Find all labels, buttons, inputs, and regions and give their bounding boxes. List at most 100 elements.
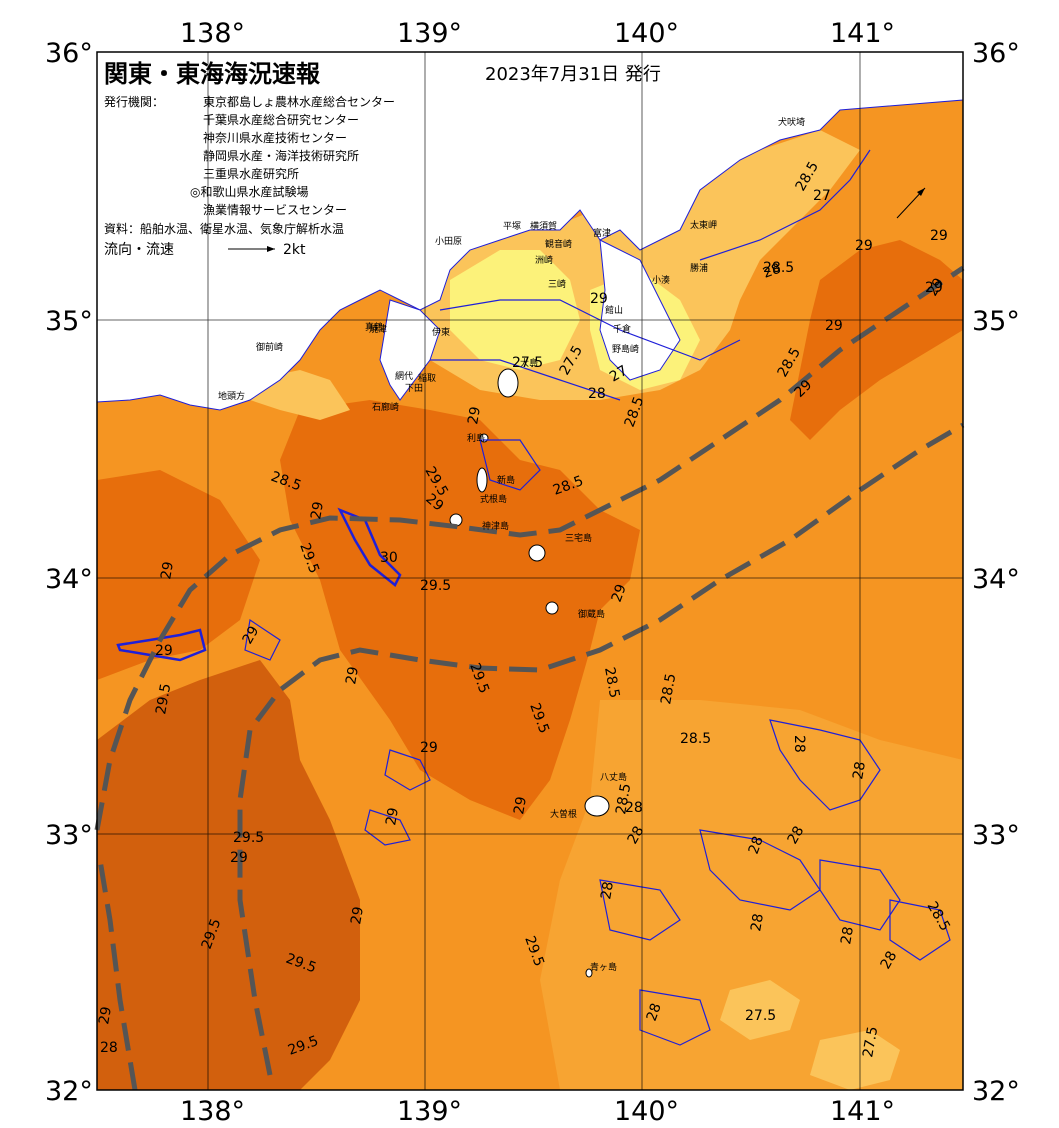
isotherm-label: 28 (746, 834, 767, 856)
latitude-labels-left: 36° 35° 34° 33° 32° (45, 38, 93, 1107)
lat-label-32-left: 32° (45, 1076, 93, 1107)
island-oshima (497, 368, 519, 398)
lat-label-33-left: 33° (45, 820, 93, 851)
issuers-block: 発行機関： 東京都島しょ農林水産総合センター 千葉県水産総合研究センター 神奈川… (104, 94, 395, 236)
isolines (116, 149, 951, 1046)
isotherm-label: 27.5 (512, 355, 543, 371)
place-label: 勝浦 (690, 262, 708, 274)
place-label: 稲取 (418, 372, 436, 384)
isotherm-label: 28.5 (601, 666, 622, 699)
current-legend-label: 流向・流速 (104, 242, 174, 258)
isotherm-label: 28.5 (763, 260, 794, 276)
grid (97, 52, 963, 1090)
place-label: 網代 (395, 370, 413, 382)
isotherm-label: 29.5 (233, 830, 264, 846)
lat-label-36-left: 36° (45, 38, 93, 69)
island-mikurajima (545, 601, 559, 615)
cool-water-south-east (540, 700, 963, 1090)
isotherm-label: 28 (748, 912, 767, 932)
lat-label-35-left: 35° (45, 306, 93, 337)
isotherm-label: 28 (761, 261, 783, 282)
isotherm-label: 29 (348, 905, 367, 925)
issuer-3: 静岡県水産・海洋技術研究所 (203, 148, 359, 163)
isotherm-label: 29 (240, 624, 263, 647)
isotherm-label: 27 (607, 363, 630, 386)
lon-label-140-top: 140° (614, 18, 679, 49)
place-label: 焼津 (369, 324, 387, 335)
lat-label-33-right: 33° (972, 820, 1020, 851)
island-hachijojima (584, 795, 610, 817)
issuer-6: 漁業情報サービスセンター (203, 203, 347, 217)
longitude-labels-top: 138° 139° 140° 141° (180, 18, 895, 49)
isotherm-label: 27 (813, 188, 831, 204)
place-label: 八丈島 (600, 771, 627, 783)
isotherm-label: 27.5 (860, 1025, 881, 1058)
place-label: 新島 (497, 474, 515, 486)
map-frame (96, 51, 964, 1091)
isotherm-label: 29 (420, 740, 438, 756)
isotherm-label: 29 (825, 318, 843, 334)
isotherm-label: 28 (598, 880, 617, 900)
isotherm-label: 28 (791, 735, 807, 753)
lon-label-138-top: 138° (180, 18, 245, 49)
isotherm-label: 28 (588, 386, 606, 402)
isotherm-label: 29.5 (420, 578, 451, 594)
isotherm-label: 29 (511, 795, 530, 815)
isotherm-label: 28 (838, 925, 857, 945)
place-label: 洲崎 (535, 254, 553, 266)
place-label: 三宅島 (565, 532, 592, 544)
isotherm-label: 29 (158, 560, 177, 580)
isotherm-label: 28 (785, 824, 808, 847)
isotherm-label: 29 (343, 665, 362, 685)
issuer-0: 東京都島しょ農林水産総合センター (203, 94, 395, 109)
issuer-4: 三重県水産研究所 (203, 166, 299, 181)
lat-label-34-right: 34° (972, 564, 1020, 595)
isotherm-label: 29 (590, 291, 608, 307)
isotherm-label: 29 (855, 238, 873, 254)
warm-water-band-south (97, 470, 260, 680)
lat-label-34-left: 34° (45, 564, 93, 595)
isotherm-label: 28 (878, 949, 901, 972)
place-label: 小湊 (652, 274, 670, 286)
issuer-2: 神奈川県水産技術センター (203, 130, 347, 145)
place-label: 観音崎 (545, 238, 572, 250)
place-label: 千倉 (613, 323, 631, 335)
latitude-labels-right: 36° 35° 34° 33° 32° (972, 38, 1020, 1107)
data-source: 資料：船舶水温、衛星水温、気象庁解析水温 (104, 221, 344, 236)
isotherm-label: 29 (155, 643, 173, 659)
isotherm-label: 28 (100, 1040, 118, 1056)
cooler-water-patch-2 (810, 1030, 900, 1090)
lat-label-32-right: 32° (972, 1076, 1020, 1107)
current-legend: 流向・流速 2kt (104, 242, 306, 258)
island-niijima (476, 467, 488, 493)
place-label: 大曽根 (550, 808, 577, 820)
lat-label-35-right: 35° (972, 306, 1020, 337)
place-label: 小田原 (435, 236, 462, 247)
lon-label-139-top: 139° (397, 18, 462, 49)
current-legend-speed: 2kt (283, 242, 306, 258)
place-label: 三崎 (548, 278, 566, 290)
isotherm-label: 30 (380, 550, 398, 566)
place-label: 横須賀 (530, 220, 557, 232)
place-label: 太東岬 (690, 219, 717, 231)
warm-water-east (790, 240, 963, 440)
place-label: 伊東 (432, 326, 450, 338)
issuer-1: 千葉県水産総合研究センター (203, 112, 359, 127)
place-label: 真鶴 (365, 321, 383, 333)
place-label: 富津 (593, 227, 611, 239)
island-miyakejima (528, 544, 546, 562)
place-label: 石廊崎 (372, 401, 399, 413)
isotherm-label: 28 (625, 824, 648, 847)
lon-label-138-bottom: 138° (180, 1096, 245, 1127)
isotherm-label: 29 (96, 1005, 115, 1025)
isotherm-label: 28.5 (658, 672, 679, 705)
cooler-water-patch-1 (720, 980, 800, 1040)
issuers-label: 発行機関： (104, 94, 164, 109)
place-label: 犬吠埼 (778, 116, 805, 128)
current-arrow (896, 187, 926, 219)
coastal-water-tokyo-bay-inner (450, 250, 580, 370)
kuroshio-axis (94, 265, 965, 1091)
lon-label-140-bottom: 140° (614, 1096, 679, 1127)
